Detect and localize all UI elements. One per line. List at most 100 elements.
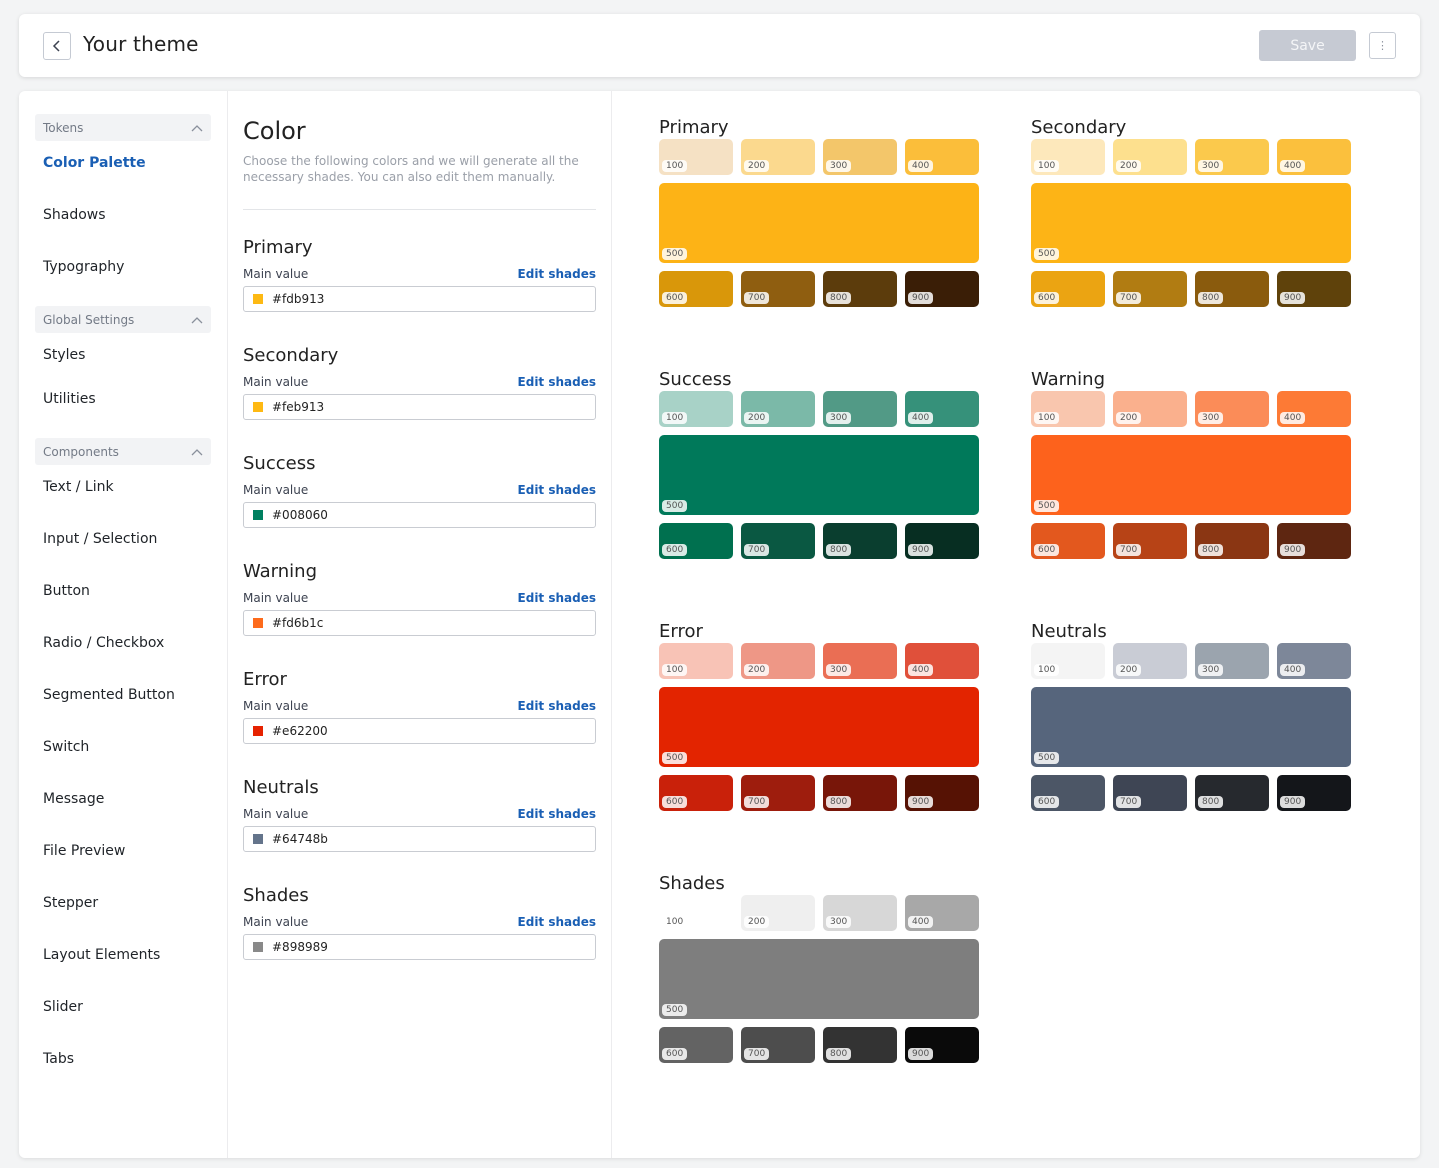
- shade-swatch-700[interactable]: 700: [1113, 271, 1187, 307]
- edit-shades-link[interactable]: Edit shades: [517, 591, 596, 605]
- nav-item-input-selection[interactable]: Input / Selection: [43, 531, 158, 547]
- shade-swatch-300[interactable]: 300: [1195, 139, 1269, 175]
- shade-swatch-400[interactable]: 400: [1277, 139, 1351, 175]
- shade-swatch-500[interactable]: 500: [1031, 435, 1351, 515]
- shade-swatch-700[interactable]: 700: [741, 523, 815, 559]
- color-value-input[interactable]: #64748b: [243, 826, 596, 852]
- shade-swatch-400[interactable]: 400: [905, 391, 979, 427]
- nav-item-button[interactable]: Button: [43, 583, 90, 599]
- edit-shades-link[interactable]: Edit shades: [517, 375, 596, 389]
- shade-swatch-400[interactable]: 400: [1277, 643, 1351, 679]
- shade-swatch-400[interactable]: 400: [905, 139, 979, 175]
- shade-swatch-400[interactable]: 400: [905, 895, 979, 931]
- nav-item-file-preview[interactable]: File Preview: [43, 843, 126, 859]
- shade-swatch-900[interactable]: 900: [905, 775, 979, 811]
- shade-swatch-300[interactable]: 300: [823, 139, 897, 175]
- color-value-input[interactable]: #fd6b1c: [243, 610, 596, 636]
- shade-swatch-700[interactable]: 700: [1113, 523, 1187, 559]
- shade-swatch-300[interactable]: 300: [823, 391, 897, 427]
- nav-group-components[interactable]: Components: [35, 438, 211, 465]
- shade-swatch-800[interactable]: 800: [1195, 271, 1269, 307]
- edit-shades-link[interactable]: Edit shades: [517, 699, 596, 713]
- shade-swatch-900[interactable]: 900: [1277, 523, 1351, 559]
- nav-item-shadows[interactable]: Shadows: [43, 207, 106, 223]
- shade-swatch-200[interactable]: 200: [741, 139, 815, 175]
- shade-swatch-600[interactable]: 600: [1031, 523, 1105, 559]
- shade-swatch-500[interactable]: 500: [1031, 687, 1351, 767]
- edit-shades-link[interactable]: Edit shades: [517, 915, 596, 929]
- shade-swatch-800[interactable]: 800: [823, 523, 897, 559]
- nav-item-typography[interactable]: Typography: [43, 259, 125, 275]
- shade-swatch-600[interactable]: 600: [659, 523, 733, 559]
- edit-shades-link[interactable]: Edit shades: [517, 483, 596, 497]
- nav-item-message[interactable]: Message: [43, 791, 105, 807]
- shade-swatch-100[interactable]: 100: [1031, 139, 1105, 175]
- color-value-input[interactable]: #fdb913: [243, 286, 596, 312]
- nav-group-global-settings[interactable]: Global Settings: [35, 306, 211, 333]
- shade-swatch-500[interactable]: 500: [659, 939, 979, 1019]
- nav-item-slider[interactable]: Slider: [43, 999, 83, 1015]
- shade-swatch-200[interactable]: 200: [1113, 139, 1187, 175]
- nav-item-tabs[interactable]: Tabs: [43, 1051, 74, 1067]
- shade-swatch-100[interactable]: 100: [659, 895, 733, 931]
- color-value-input[interactable]: #e62200: [243, 718, 596, 744]
- nav-item-text-link[interactable]: Text / Link: [43, 479, 114, 495]
- shade-swatch-900[interactable]: 900: [1277, 271, 1351, 307]
- shade-swatch-500[interactable]: 500: [659, 183, 979, 263]
- edit-shades-link[interactable]: Edit shades: [517, 267, 596, 281]
- shade-swatch-200[interactable]: 200: [741, 895, 815, 931]
- shade-swatch-800[interactable]: 800: [1195, 775, 1269, 811]
- shade-swatch-800[interactable]: 800: [823, 271, 897, 307]
- shade-swatch-900[interactable]: 900: [905, 523, 979, 559]
- color-value-input[interactable]: #008060: [243, 502, 596, 528]
- save-button[interactable]: Save: [1259, 30, 1356, 61]
- shade-swatch-700[interactable]: 700: [741, 1027, 815, 1063]
- shade-swatch-900[interactable]: 900: [905, 271, 979, 307]
- shade-swatch-100[interactable]: 100: [1031, 643, 1105, 679]
- shade-swatch-800[interactable]: 800: [823, 775, 897, 811]
- shade-swatch-800[interactable]: 800: [1195, 523, 1269, 559]
- shade-swatch-600[interactable]: 600: [1031, 271, 1105, 307]
- shade-swatch-100[interactable]: 100: [659, 391, 733, 427]
- shade-swatch-200[interactable]: 200: [1113, 643, 1187, 679]
- shade-swatch-600[interactable]: 600: [659, 775, 733, 811]
- shade-swatch-300[interactable]: 300: [1195, 643, 1269, 679]
- shade-swatch-800[interactable]: 800: [823, 1027, 897, 1063]
- nav-item-styles[interactable]: Styles: [43, 347, 86, 363]
- shade-swatch-500[interactable]: 500: [659, 435, 979, 515]
- shade-swatch-500[interactable]: 500: [1031, 183, 1351, 263]
- shade-swatch-200[interactable]: 200: [741, 391, 815, 427]
- shade-swatch-700[interactable]: 700: [1113, 775, 1187, 811]
- nav-item-utilities[interactable]: Utilities: [43, 391, 96, 407]
- nav-group-tokens[interactable]: Tokens: [35, 114, 211, 141]
- nav-item-layout-elements[interactable]: Layout Elements: [43, 947, 161, 963]
- shade-swatch-300[interactable]: 300: [1195, 391, 1269, 427]
- shade-swatch-100[interactable]: 100: [659, 139, 733, 175]
- shade-swatch-700[interactable]: 700: [741, 271, 815, 307]
- nav-item-segmented-button[interactable]: Segmented Button: [43, 687, 175, 703]
- shade-swatch-900[interactable]: 900: [905, 1027, 979, 1063]
- nav-item-stepper[interactable]: Stepper: [43, 895, 99, 911]
- shade-swatch-400[interactable]: 400: [905, 643, 979, 679]
- edit-shades-link[interactable]: Edit shades: [517, 807, 596, 821]
- shade-swatch-700[interactable]: 700: [741, 775, 815, 811]
- nav-item-switch[interactable]: Switch: [43, 739, 90, 755]
- shade-swatch-200[interactable]: 200: [741, 643, 815, 679]
- shade-swatch-600[interactable]: 600: [1031, 775, 1105, 811]
- shade-swatch-400[interactable]: 400: [1277, 391, 1351, 427]
- shade-swatch-500[interactable]: 500: [659, 687, 979, 767]
- back-button[interactable]: [43, 32, 71, 60]
- nav-item-color-palette[interactable]: Color Palette: [43, 155, 146, 171]
- color-value-input[interactable]: #feb913: [243, 394, 596, 420]
- shade-swatch-200[interactable]: 200: [1113, 391, 1187, 427]
- shade-swatch-100[interactable]: 100: [659, 643, 733, 679]
- shade-swatch-100[interactable]: 100: [1031, 391, 1105, 427]
- shade-swatch-900[interactable]: 900: [1277, 775, 1351, 811]
- nav-item-radio-checkbox[interactable]: Radio / Checkbox: [43, 635, 165, 651]
- shade-swatch-600[interactable]: 600: [659, 1027, 733, 1063]
- shade-swatch-300[interactable]: 300: [823, 895, 897, 931]
- more-options-button[interactable]: ⋮: [1369, 32, 1396, 59]
- shade-swatch-600[interactable]: 600: [659, 271, 733, 307]
- color-value-input[interactable]: #898989: [243, 934, 596, 960]
- shade-swatch-300[interactable]: 300: [823, 643, 897, 679]
